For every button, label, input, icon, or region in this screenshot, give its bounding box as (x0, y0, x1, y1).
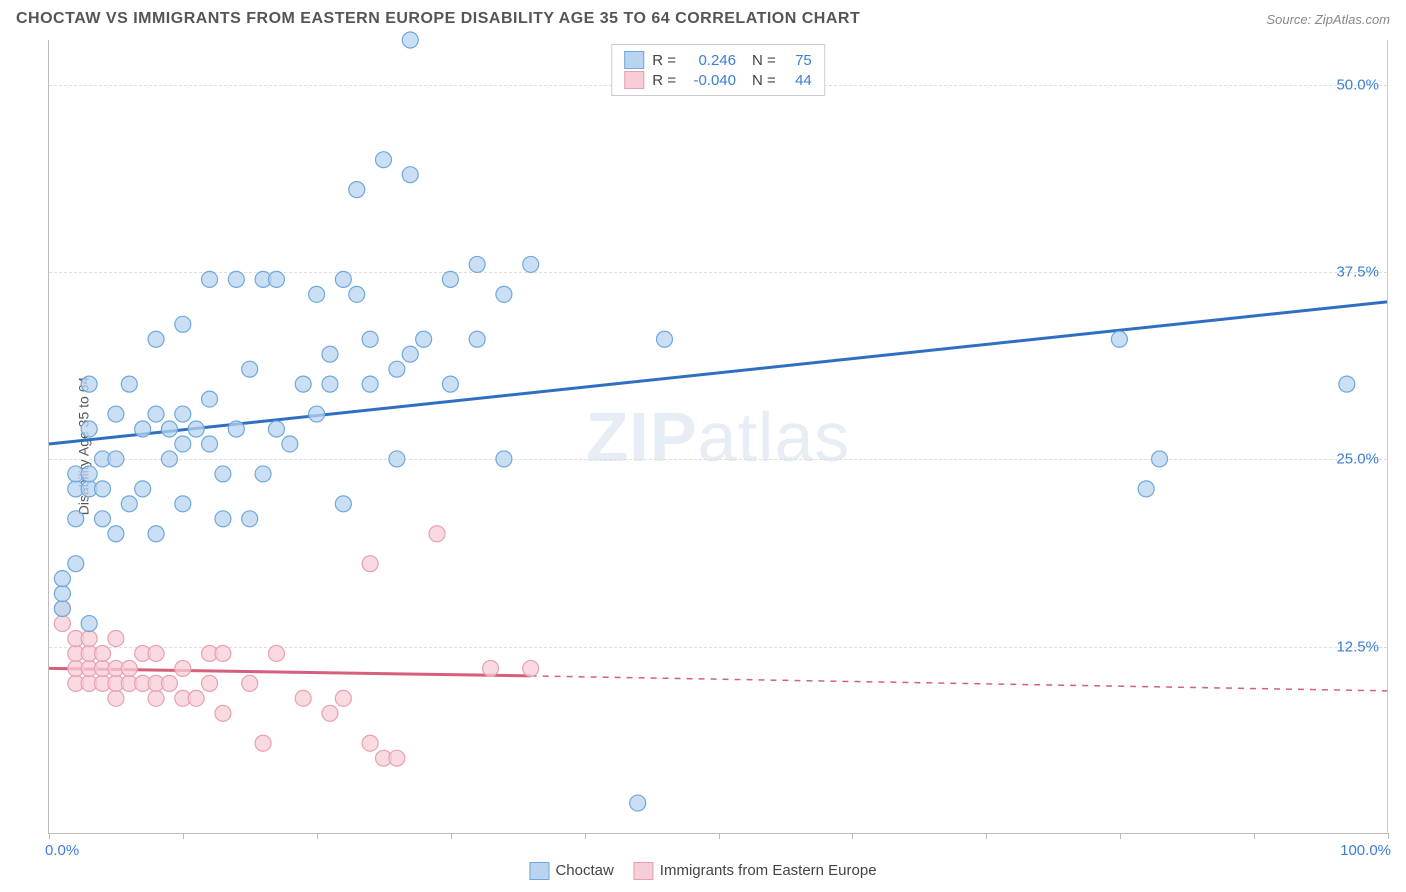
n-value-a: 75 (788, 52, 812, 69)
legend-swatch-icon (634, 862, 654, 880)
legend-row-b: R = -0.040 N = 44 (624, 71, 812, 89)
r-value-a: 0.246 (688, 52, 736, 69)
scatter-plot-svg (49, 40, 1387, 833)
correlation-legend: R = 0.246 N = 75 R = -0.040 N = 44 (611, 44, 825, 96)
plot-area: ZIPatlas 12.5%25.0%37.5%50.0% R = 0.246 … (48, 40, 1387, 834)
legend-item-immigrants: Immigrants from Eastern Europe (634, 862, 877, 880)
x-axis-min-label: 0.0% (45, 842, 79, 859)
chart-container: ZIPatlas 12.5%25.0%37.5%50.0% R = 0.246 … (48, 40, 1388, 834)
chart-header: CHOCTAW VS IMMIGRANTS FROM EASTERN EUROP… (0, 0, 1406, 36)
legend-item-choctaw: Choctaw (529, 862, 613, 880)
legend-swatch-icon (529, 862, 549, 880)
r-value-b: -0.040 (688, 72, 736, 89)
chart-title: CHOCTAW VS IMMIGRANTS FROM EASTERN EUROP… (16, 10, 860, 28)
legend-row-a: R = 0.246 N = 75 (624, 51, 812, 69)
x-axis-max-label: 100.0% (1340, 842, 1391, 859)
source-attribution: Source: ZipAtlas.com (1266, 12, 1390, 27)
series-legend: Choctaw Immigrants from Eastern Europe (529, 862, 876, 880)
n-value-b: 44 (788, 72, 812, 89)
legend-swatch-immigrants (624, 71, 644, 89)
legend-swatch-choctaw (624, 51, 644, 69)
